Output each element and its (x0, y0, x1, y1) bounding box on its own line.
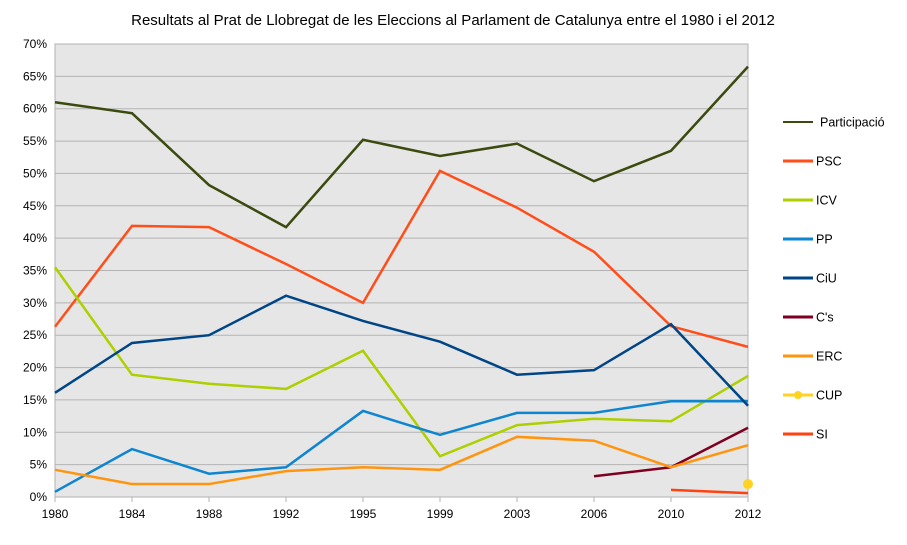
series-lines (53, 65, 753, 495)
y-tick-label: 50% (23, 166, 47, 180)
x-tick-label: 2010 (658, 507, 685, 521)
legend-item-pp[interactable]: PP (783, 233, 833, 247)
y-tick-label: 65% (23, 69, 47, 83)
y-tick-label: 55% (23, 134, 47, 148)
y-tick-label: 35% (23, 264, 47, 278)
y-tick-label: 70% (23, 37, 47, 51)
x-tick-label: 2006 (581, 507, 608, 521)
legend-label: ERC (816, 350, 842, 364)
x-tick-label: 1988 (196, 507, 223, 521)
legend: Participació PSC ICV PP CiU C's ERC CUP SI (783, 116, 885, 442)
legend-label: SI (816, 428, 828, 442)
y-tick-label: 10% (23, 425, 47, 439)
legend-label: PP (816, 233, 833, 247)
y-axis-ticks: 0% 5% 10% 15% 20% 25% 30% 35% 40% 45% 50% 55% 60% 65%… (23, 37, 47, 504)
series-pp (54, 399, 748, 493)
series-line-si (670, 488, 749, 495)
legend-marker (794, 391, 802, 399)
legend-item-participaci[interactable]: Participació (783, 116, 885, 130)
series-psc (54, 169, 749, 349)
series-si (670, 488, 749, 495)
x-tick-label: 1984 (119, 507, 146, 521)
legend-item-erc[interactable]: ERC (783, 350, 842, 364)
series-participaci (54, 65, 749, 229)
x-tick-label: 1995 (350, 507, 377, 521)
y-tick-label: 60% (23, 102, 47, 116)
legend-item-c-s[interactable]: C's (783, 311, 834, 325)
y-tick-label: 5% (30, 458, 48, 472)
series-line-pp (54, 399, 748, 493)
series-line-erc (54, 435, 749, 486)
x-tick-label: 2003 (504, 507, 531, 521)
series-icv (53, 266, 749, 458)
legend-label: ICV (816, 194, 838, 208)
series-line-ciu (54, 294, 749, 407)
legend-label: CiU (816, 272, 837, 286)
y-tick-label: 40% (23, 231, 47, 245)
legend-item-cup[interactable]: CUP (783, 389, 842, 403)
legend-label: PSC (816, 155, 842, 169)
legend-item-icv[interactable]: ICV (783, 194, 838, 208)
legend-label: CUP (816, 389, 842, 403)
legend-item-ciu[interactable]: CiU (783, 272, 837, 286)
x-axis-ticks: 1980 1984 1988 1992 1995 1999 2003 2006 2010 2012 (42, 497, 762, 521)
data-point-cup (743, 479, 753, 490)
x-tick-label: 2012 (735, 507, 762, 521)
x-tick-label: 1980 (42, 507, 69, 521)
y-tick-label: 0% (30, 490, 48, 504)
y-tick-label: 25% (23, 328, 47, 342)
legend-item-si[interactable]: SI (783, 428, 828, 442)
y-tick-label: 45% (23, 199, 47, 213)
legend-label: C's (816, 311, 834, 325)
y-tick-label: 30% (23, 296, 47, 310)
series-line-participaci (54, 65, 749, 229)
chart-title: Resultats al Prat de Llobregat de les El… (131, 12, 775, 29)
series-erc (54, 435, 749, 486)
x-tick-label: 1999 (427, 507, 454, 521)
y-tick-label: 20% (23, 361, 47, 375)
x-tick-label: 1992 (273, 507, 300, 521)
y-tick-label: 15% (23, 393, 47, 407)
series-line-psc (54, 169, 749, 349)
series-cup (743, 479, 753, 490)
legend-item-psc[interactable]: PSC (783, 155, 842, 169)
legend-label: Participació (820, 116, 885, 130)
series-ciu (54, 294, 749, 407)
series-line-icv (53, 266, 749, 458)
